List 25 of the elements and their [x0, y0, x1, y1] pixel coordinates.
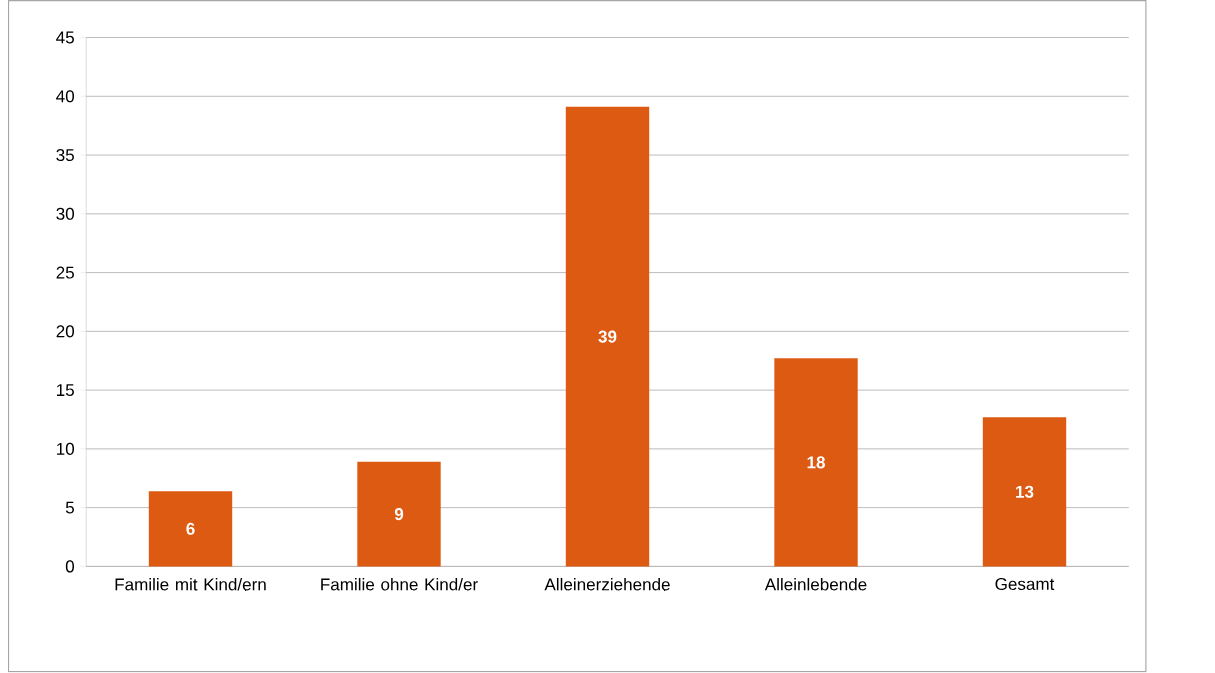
- y-tick-label: 5: [65, 501, 74, 514]
- data-label: 9: [394, 508, 404, 521]
- x-tick-label: Gesamt: [995, 578, 1055, 591]
- x-tick-label: Familie mit Kind/ern: [115, 578, 266, 591]
- bar: [774, 358, 858, 567]
- bar: [357, 462, 441, 567]
- y-tick-label: 20: [56, 325, 75, 338]
- x-tick-label: Alleinlebende: [764, 578, 867, 591]
- y-tick-label: 45: [56, 31, 74, 44]
- y-tick-label: 15: [57, 384, 74, 397]
- bar: [148, 491, 233, 567]
- y-tick-label: 30: [56, 207, 75, 221]
- data-label: 13: [1016, 485, 1034, 499]
- y-tick-label: 10: [57, 443, 75, 456]
- data-label: 39: [598, 330, 617, 343]
- y-tick-label: 35: [56, 149, 74, 162]
- data-label: 6: [186, 522, 195, 536]
- y-tick-label: 25: [56, 266, 74, 279]
- y-tick-label: 0: [65, 560, 75, 573]
- x-tick-label: Familie ohne Kind/er: [321, 578, 478, 591]
- data-label: 18: [807, 456, 825, 469]
- bar: [982, 417, 1067, 567]
- y-tick-label: 40: [56, 90, 75, 103]
- bar: [565, 107, 650, 567]
- x-tick-label: Alleinerziehende: [544, 578, 670, 591]
